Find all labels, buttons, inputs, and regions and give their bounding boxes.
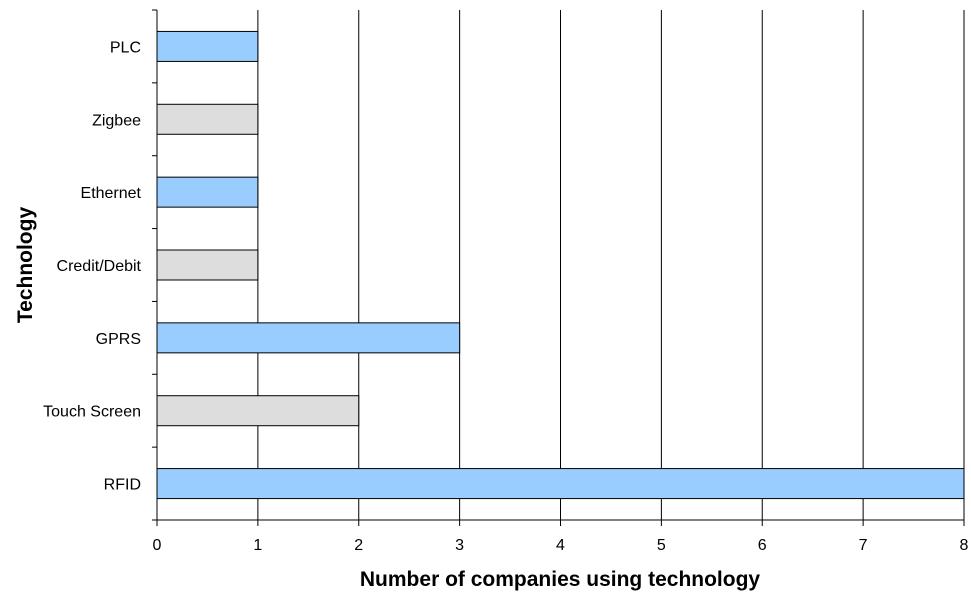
y-category-label: Touch Screen [43, 404, 141, 421]
x-tick-label: 3 [455, 537, 464, 554]
bar [156, 322, 461, 354]
x-axis-title: Number of companies using technology [360, 568, 761, 591]
y-axis-title: Technology [14, 207, 37, 324]
y-category-labels: RFID Touch Screen GPRS Credit/Debit Ethernet… [43, 39, 141, 493]
x-tick-label: 7 [859, 537, 868, 554]
bar [156, 30, 259, 62]
x-tick-label: 8 [960, 537, 969, 554]
x-tick-label: 1 [253, 537, 262, 554]
x-tick-label: 6 [758, 537, 767, 554]
bar [156, 395, 360, 427]
y-category-label: PLC [110, 39, 141, 56]
bar [156, 468, 965, 500]
x-tick-label: 5 [657, 537, 666, 554]
y-category-label: RFID [104, 477, 141, 494]
x-tick-labels: 0 1 2 3 4 5 6 7 8 [153, 537, 969, 554]
y-category-label: GPRS [96, 331, 141, 348]
gridlines [257, 10, 965, 520]
y-category-label: Zigbee [92, 112, 141, 129]
bar [156, 103, 259, 135]
x-tick-label: 0 [153, 537, 162, 554]
x-tick-label: 4 [556, 537, 565, 554]
y-category-label: Ethernet [81, 185, 142, 202]
axes [152, 9, 965, 526]
bar [156, 176, 259, 208]
x-tick-label: 2 [354, 537, 363, 554]
bar [156, 249, 259, 281]
y-category-label: Credit/Debit [57, 258, 142, 275]
